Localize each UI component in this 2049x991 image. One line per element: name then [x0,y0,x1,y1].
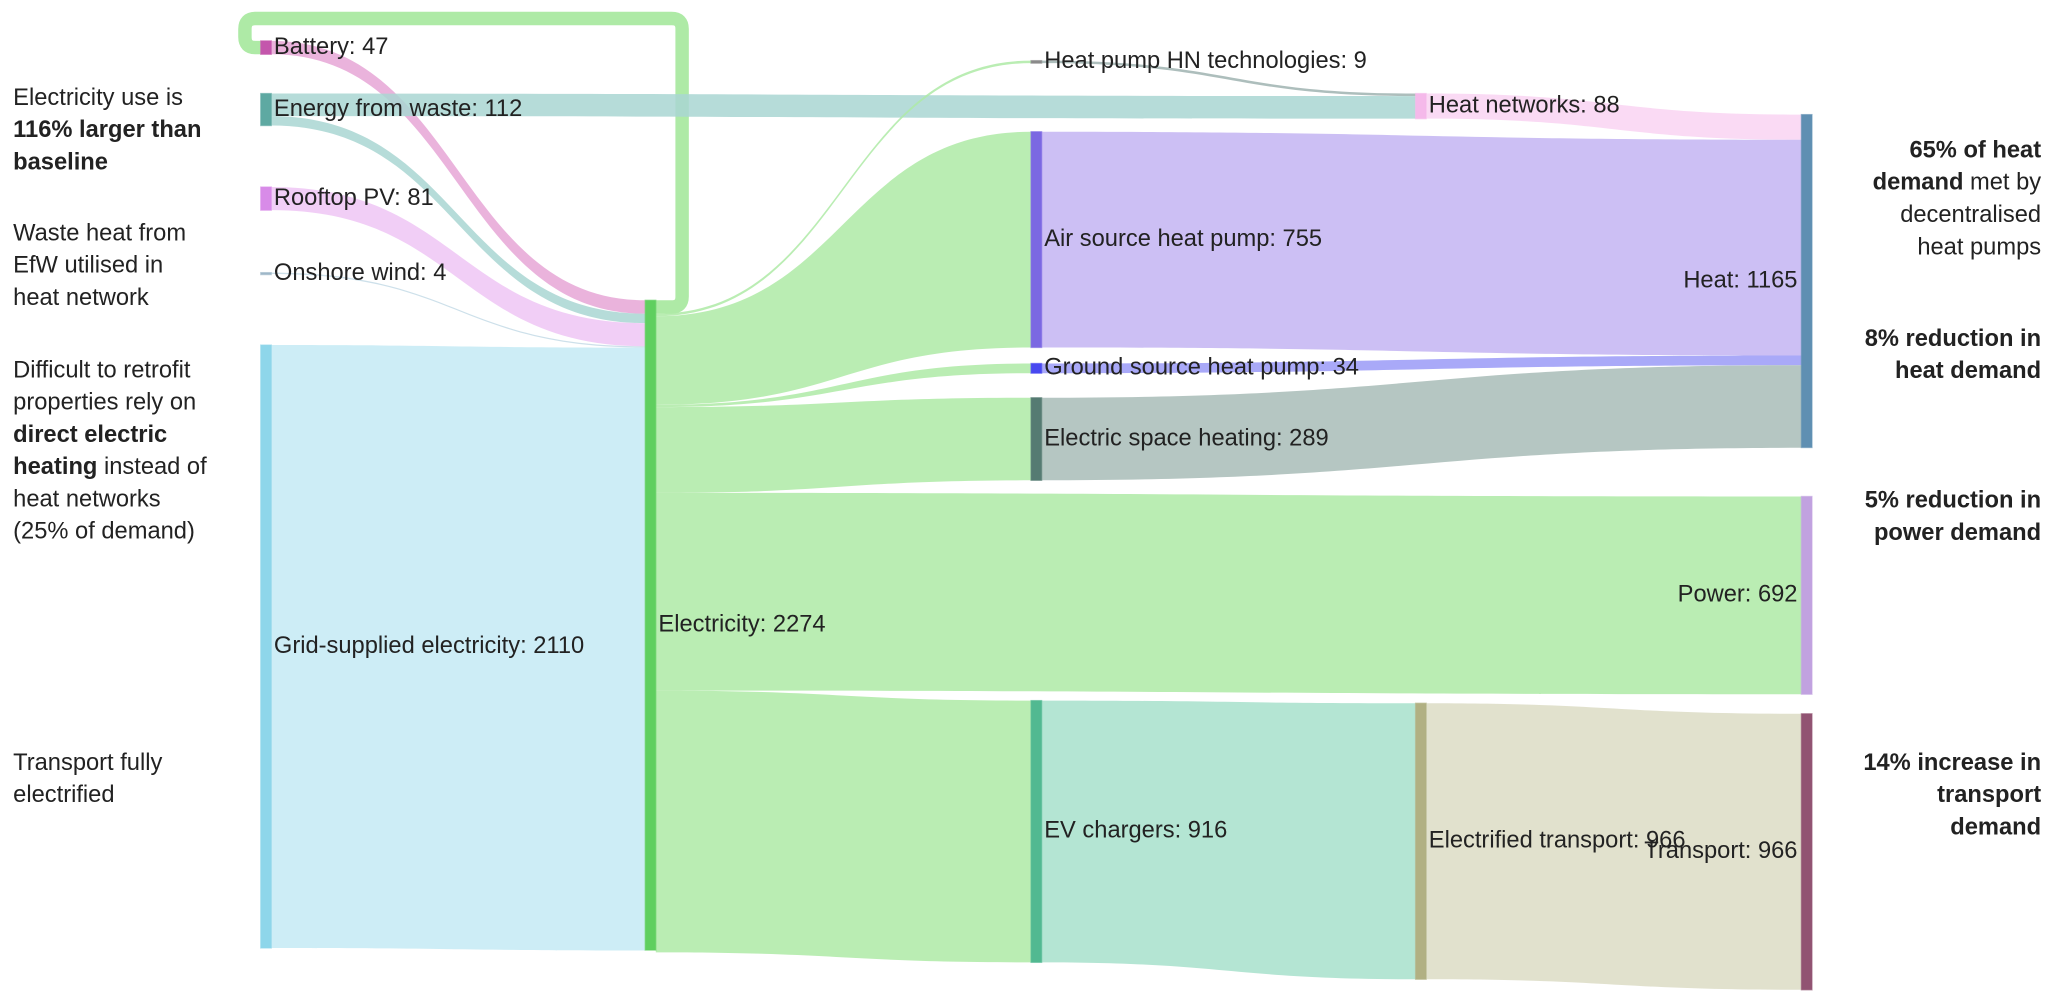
annotation-run: 116% larger than [13,117,201,143]
node [260,92,272,127]
node-label: Transport: 966 [1644,838,1797,864]
node-label: Heat pump HN technologies: 9 [1044,48,1367,74]
node-label: Heat networks: 88 [1429,92,1620,118]
annotation: 5% reduction in power demand [1865,488,2041,546]
annotation-run: electrified [13,782,114,808]
link [655,60,1032,317]
node [260,344,272,949]
annotation: 65% of heat demand met by decentralised hea… [1873,138,2042,261]
annotation-run: heat networks [13,487,160,513]
node-label: Onshore wind: 4 [274,260,447,286]
node [1030,362,1043,374]
node-label: Electricity: 2274 [658,611,825,637]
node [1414,702,1427,980]
node-label: Battery: 47 [274,34,389,60]
annotation: Difficult to retrofit properties rely on d… [13,358,207,545]
node [260,186,272,211]
annotation-run: 65% of heat [1909,138,2041,164]
link [655,690,1032,963]
link [1041,700,1416,980]
annotation: Transport fully electrified [13,750,162,808]
node-label: Grid-supplied electricity: 2110 [274,633,584,659]
annotation: 8% reduction in heat demand [1865,326,2041,384]
annotation-run: direct electric [13,422,167,448]
node-label: Ground source heat pump: 34 [1044,355,1359,381]
link [238,11,689,314]
annotation-run: instead of [97,454,207,480]
node-label: Air source heat pump: 755 [1044,226,1322,252]
node [1030,699,1043,964]
link [1426,703,1802,990]
node [644,299,657,951]
annotation-run: power demand [1874,520,2041,546]
link [1426,93,1802,140]
annotation-run: met by [1963,170,2041,196]
annotation-run: Transport fully [13,750,162,776]
nodes [260,40,1813,991]
annotation: Waste heat from EfW utilised in heat netwo… [13,221,186,312]
annotation-run: Waste heat from [13,221,186,247]
links [238,11,1802,990]
node [260,40,272,55]
link [271,187,646,347]
annotation-run: decentralised [1900,202,2041,228]
node [1800,113,1813,449]
link [655,492,1802,695]
node [1030,397,1043,481]
node-label: EV chargers: 916 [1044,818,1227,844]
annotation-run: EfW utilised in [13,253,163,279]
link [271,93,1416,119]
link [1041,355,1802,374]
link [655,397,1032,493]
node-label: Electric space heating: 289 [1044,425,1328,451]
annotation-run: demand [1950,815,2041,841]
link [1041,365,1802,481]
annotation-run: properties rely on [13,390,196,416]
node-label: Rooftop PV: 81 [274,185,434,211]
annotation-run: Electricity use is [13,85,183,111]
link [271,40,646,314]
link [1041,131,1802,356]
annotation-run: (25% of demand) [13,519,195,545]
node [1030,131,1043,349]
annotation-run: 5% reduction in [1865,488,2041,514]
node [1030,59,1043,64]
link [655,131,1032,405]
node-label: Heat: 1165 [1683,267,1797,293]
annotation-run: demand [1873,170,1964,196]
annotation-run: 8% reduction in [1865,326,2041,352]
annotation-run: heat pumps [1917,235,2041,261]
annotation: Electricity use is 116% larger than baseli… [13,85,201,176]
annotation-run: 14% increase in [1863,750,2041,776]
link [271,272,646,348]
node-label: Energy from waste: 112 [274,96,522,122]
annotation-run: heat network [13,285,149,311]
labels: Battery: 47 Energy from waste: 112 Rooftop… [13,34,2041,864]
link [271,345,646,951]
node-label: Electrified transport: 966 [1429,828,1686,854]
link [271,116,646,324]
annotation-run: heating [13,454,97,480]
annotation-run: heat demand [1895,358,2041,384]
node-label: Power: 692 [1678,582,1798,608]
node [260,271,272,276]
node [1414,92,1427,120]
annotation: 14% increase in transport demand [1863,750,2041,841]
link [655,363,1032,408]
annotation-run: baseline [13,150,108,176]
annotation-run: Difficult to retrofit [13,358,191,384]
node [1800,713,1813,991]
annotation-run: transport [1937,782,2041,808]
node [1800,495,1813,695]
link [1041,60,1416,97]
